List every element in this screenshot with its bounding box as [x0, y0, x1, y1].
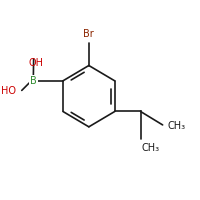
- Text: HO: HO: [1, 86, 16, 96]
- Text: B: B: [30, 76, 37, 86]
- Text: CH₃: CH₃: [142, 143, 160, 153]
- Text: CH₃: CH₃: [167, 121, 186, 131]
- Text: Br: Br: [83, 29, 94, 39]
- Text: OH: OH: [29, 58, 44, 68]
